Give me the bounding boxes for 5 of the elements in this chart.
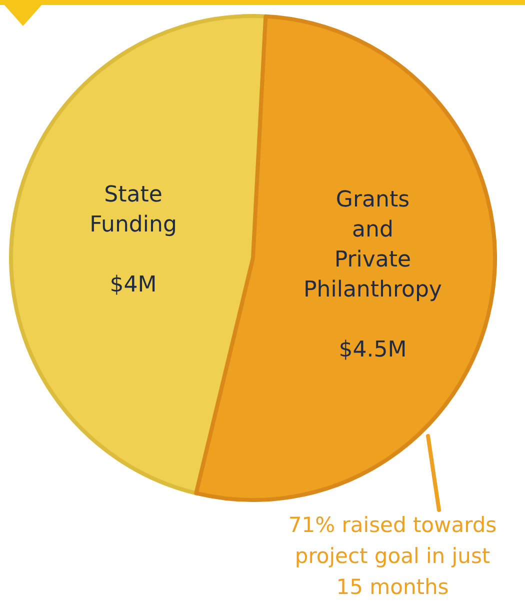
data-label: $4M	[110, 272, 157, 298]
text: 71% raised towards project goal in just 15 months	[287, 512, 498, 601]
data-label: $4.5M	[338, 337, 407, 362]
slice-label: State Funding	[90, 182, 177, 238]
slice-label: Grants and Private Philanthropy	[304, 187, 442, 302]
